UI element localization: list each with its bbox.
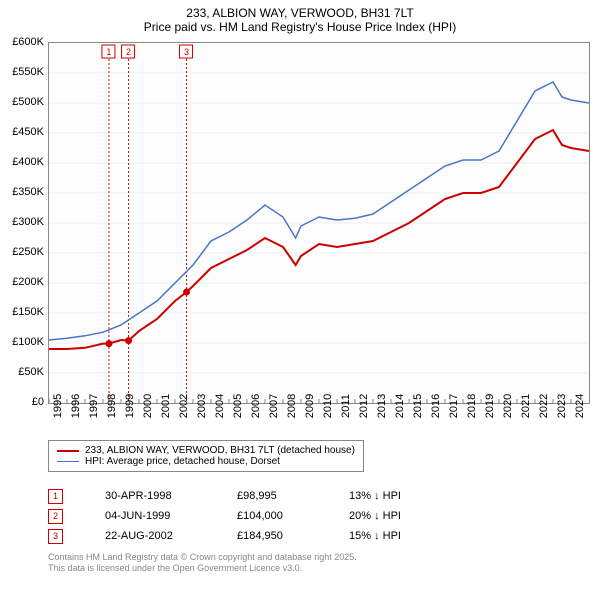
xtick-label: 2015 xyxy=(412,394,424,418)
legend-label: HPI: Average price, detached house, Dors… xyxy=(85,456,280,467)
ytick-label: £0 xyxy=(2,396,44,408)
xtick-label: 2019 xyxy=(484,394,496,418)
ytick-label: £250K xyxy=(2,246,44,258)
ytick-label: £450K xyxy=(2,126,44,138)
xtick-label: 2008 xyxy=(286,394,298,418)
legend: 233, ALBION WAY, VERWOOD, BH31 7LT (deta… xyxy=(48,440,364,472)
legend-label: 233, ALBION WAY, VERWOOD, BH31 7LT (deta… xyxy=(85,445,355,456)
xtick-label: 2005 xyxy=(232,394,244,418)
legend-swatch xyxy=(57,461,79,462)
xtick-label: 1998 xyxy=(106,394,118,418)
event-delta: 20% ↓ HPI xyxy=(349,510,429,522)
svg-text:3: 3 xyxy=(184,47,189,57)
xtick-label: 1995 xyxy=(52,394,64,418)
xtick-label: 2011 xyxy=(340,394,352,418)
event-row: 3 22-AUG-2002 £184,950 15% ↓ HPI xyxy=(48,526,429,546)
xtick-label: 1997 xyxy=(88,394,100,418)
xtick-label: 2022 xyxy=(538,394,550,418)
ytick-label: £150K xyxy=(2,306,44,318)
ytick-label: £100K xyxy=(2,336,44,348)
footer-line-2: This data is licensed under the Open Gov… xyxy=(48,563,357,574)
svg-text:2: 2 xyxy=(126,47,131,57)
ytick-label: £200K xyxy=(2,276,44,288)
legend-item: HPI: Average price, detached house, Dors… xyxy=(57,456,355,467)
xtick-label: 1996 xyxy=(70,394,82,418)
ytick-label: £400K xyxy=(2,156,44,168)
event-marker-box: 2 xyxy=(48,509,63,524)
xtick-label: 2012 xyxy=(358,394,370,418)
chart-svg: 1 2 3 xyxy=(49,43,589,403)
event-date: 22-AUG-2002 xyxy=(105,530,195,542)
events-table: 1 30-APR-1998 £98,995 13% ↓ HPI 2 04-JUN-1999… xyxy=(48,486,429,546)
xtick-label: 2014 xyxy=(394,394,406,418)
xtick-label: 2009 xyxy=(304,394,316,418)
legend-item: 233, ALBION WAY, VERWOOD, BH31 7LT (deta… xyxy=(57,445,355,456)
plot-area: 1 2 3 xyxy=(48,42,590,404)
event-marker-dot xyxy=(105,340,112,347)
ytick-label: £50K xyxy=(2,366,44,378)
ytick-label: £550K xyxy=(2,66,44,78)
xtick-label: 2004 xyxy=(214,394,226,418)
event-delta: 13% ↓ HPI xyxy=(349,490,429,502)
svg-text:1: 1 xyxy=(106,47,111,57)
footer-line-1: Contains HM Land Registry data © Crown c… xyxy=(48,552,357,563)
xtick-label: 2010 xyxy=(322,394,334,418)
xtick-label: 2021 xyxy=(520,394,532,418)
event-row: 1 30-APR-1998 £98,995 13% ↓ HPI xyxy=(48,486,429,506)
xtick-label: 2003 xyxy=(196,394,208,418)
event-price: £184,950 xyxy=(237,530,307,542)
xtick-label: 2000 xyxy=(142,394,154,418)
xtick-label: 2006 xyxy=(250,394,262,418)
chart-container: 233, ALBION WAY, VERWOOD, BH31 7LT Price… xyxy=(0,0,600,590)
event-marker-box: 1 xyxy=(48,489,63,504)
xtick-label: 2024 xyxy=(574,394,586,418)
event-marker-dot xyxy=(183,289,190,296)
xtick-label: 2023 xyxy=(556,394,568,418)
event-row: 2 04-JUN-1999 £104,000 20% ↓ HPI xyxy=(48,506,429,526)
ytick-label: £300K xyxy=(2,216,44,228)
xtick-label: 2007 xyxy=(268,394,280,418)
series-line xyxy=(49,82,589,340)
xtick-label: 2013 xyxy=(376,394,388,418)
xtick-label: 2002 xyxy=(178,394,190,418)
legend-swatch xyxy=(57,450,79,452)
chart-subtitle: Price paid vs. HM Land Registry's House … xyxy=(0,20,600,38)
ytick-label: £500K xyxy=(2,96,44,108)
event-price: £98,995 xyxy=(237,490,307,502)
xtick-label: 1999 xyxy=(124,394,136,418)
footer-attribution: Contains HM Land Registry data © Crown c… xyxy=(48,552,357,574)
event-date: 30-APR-1998 xyxy=(105,490,195,502)
ytick-label: £350K xyxy=(2,186,44,198)
event-delta: 15% ↓ HPI xyxy=(349,530,429,542)
xtick-label: 2001 xyxy=(160,394,172,418)
event-marker-dot xyxy=(125,337,132,344)
chart-title: 233, ALBION WAY, VERWOOD, BH31 7LT xyxy=(0,0,600,20)
event-date: 04-JUN-1999 xyxy=(105,510,195,522)
xtick-label: 2018 xyxy=(466,394,478,418)
xtick-label: 2017 xyxy=(448,394,460,418)
ytick-label: £600K xyxy=(2,36,44,48)
xtick-label: 2020 xyxy=(502,394,514,418)
event-price: £104,000 xyxy=(237,510,307,522)
event-marker-box: 3 xyxy=(48,529,63,544)
xtick-label: 2016 xyxy=(430,394,442,418)
